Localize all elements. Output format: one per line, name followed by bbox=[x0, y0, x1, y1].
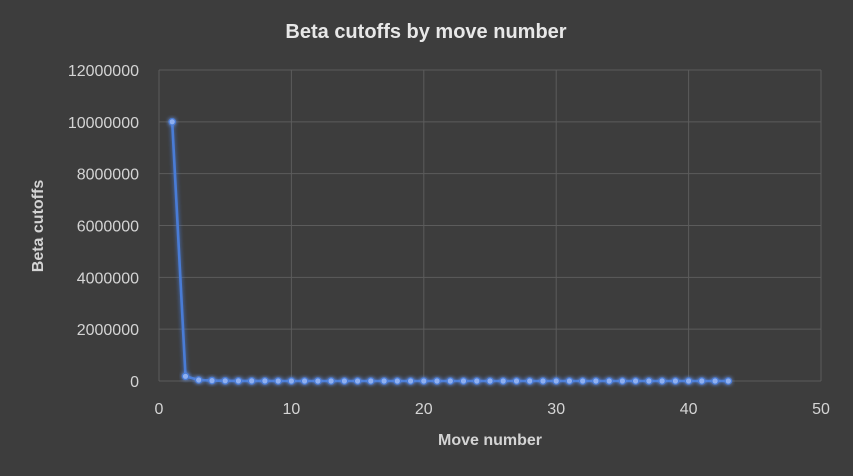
data-point bbox=[684, 377, 693, 385]
x-tick-label: 20 bbox=[415, 401, 433, 418]
x-axis-title: Move number bbox=[438, 432, 542, 449]
data-point bbox=[366, 377, 375, 385]
y-tick-label: 8000000 bbox=[77, 167, 139, 184]
data-point bbox=[433, 377, 441, 385]
data-point bbox=[592, 377, 600, 385]
data-point bbox=[512, 377, 521, 385]
x-tick-label: 40 bbox=[680, 401, 698, 418]
data-point bbox=[406, 377, 415, 385]
data-point bbox=[578, 377, 587, 385]
y-tick-label: 2000000 bbox=[77, 322, 139, 339]
data-point bbox=[247, 377, 256, 385]
data-point bbox=[353, 377, 362, 385]
data-point bbox=[194, 376, 203, 384]
y-axis-title: Beta cutoffs bbox=[30, 180, 47, 273]
data-point bbox=[472, 377, 481, 385]
data-point bbox=[274, 377, 283, 385]
data-point bbox=[340, 377, 349, 385]
data-point bbox=[618, 377, 627, 385]
y-tick-label: 4000000 bbox=[77, 270, 139, 287]
data-point bbox=[552, 377, 561, 385]
data-point bbox=[234, 377, 243, 385]
data-point bbox=[724, 377, 733, 385]
y-tick-label: 10000000 bbox=[68, 115, 139, 132]
data-point bbox=[631, 377, 640, 385]
data-point bbox=[671, 377, 680, 385]
data-point bbox=[539, 377, 547, 385]
data-point bbox=[208, 376, 216, 385]
x-axis-ticks: 0 10 20 30 40 50 bbox=[155, 401, 830, 418]
data-point bbox=[525, 377, 534, 385]
data-point bbox=[711, 377, 719, 385]
data-point bbox=[419, 377, 428, 385]
data-point bbox=[499, 377, 508, 385]
data-point bbox=[221, 376, 230, 385]
series-line bbox=[170, 121, 729, 383]
data-point bbox=[565, 377, 574, 385]
data-point bbox=[446, 377, 455, 385]
data-point bbox=[393, 377, 402, 385]
y-tick-label: 0 bbox=[130, 374, 139, 391]
data-point bbox=[287, 377, 296, 385]
series-beta-cutoffs bbox=[168, 118, 733, 385]
data-point bbox=[327, 377, 335, 385]
data-point bbox=[168, 118, 177, 126]
data-point bbox=[314, 377, 322, 385]
x-tick-label: 50 bbox=[812, 401, 830, 418]
data-point bbox=[658, 377, 666, 385]
data-point bbox=[380, 377, 388, 385]
data-point bbox=[261, 377, 269, 385]
data-point bbox=[645, 377, 653, 385]
data-point bbox=[697, 377, 706, 385]
data-point bbox=[459, 377, 468, 385]
y-axis-ticks: 0 2000000 4000000 6000000 8000000 10000000 120… bbox=[68, 63, 139, 391]
chart-title: Beta cutoffs by move number bbox=[285, 21, 566, 43]
data-point bbox=[300, 377, 309, 385]
data-point bbox=[181, 372, 190, 381]
y-tick-label: 12000000 bbox=[68, 63, 139, 80]
y-tick-label: 6000000 bbox=[77, 219, 139, 236]
x-tick-label: 10 bbox=[283, 401, 301, 418]
grid bbox=[158, 69, 822, 382]
data-point bbox=[605, 377, 614, 385]
data-point bbox=[486, 377, 494, 385]
x-tick-label: 30 bbox=[547, 401, 565, 418]
x-tick-label: 0 bbox=[155, 401, 164, 418]
